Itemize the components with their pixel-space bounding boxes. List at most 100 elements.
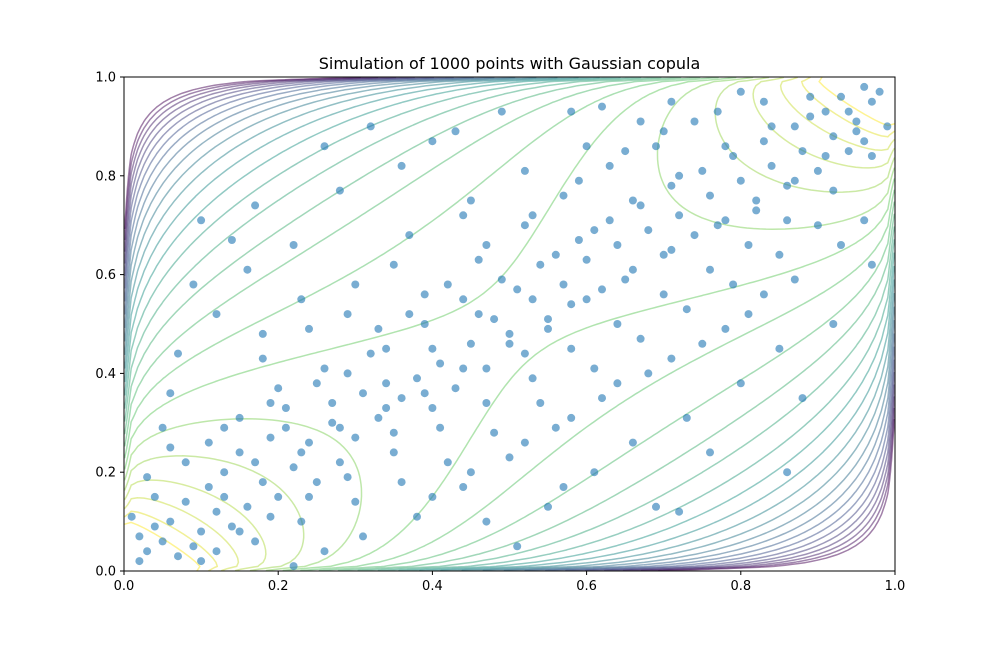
scatter-point (837, 92, 845, 101)
y-tick-label: 0.4 (95, 367, 116, 382)
scatter-point (659, 127, 668, 136)
scatter-point (729, 280, 738, 289)
scatter-point (143, 473, 152, 482)
y-tick-label: 0.2 (95, 466, 116, 481)
scatter-point (482, 399, 491, 407)
scatter-point (150, 492, 159, 501)
scatter-point (713, 107, 722, 116)
scatter-point (251, 201, 260, 210)
scatter-point (382, 379, 391, 388)
scatter-point (235, 527, 244, 536)
scatter-point (729, 152, 738, 160)
scatter-point (867, 260, 876, 269)
scatter-point (559, 483, 568, 491)
scatter-point (382, 404, 391, 412)
scatter-point (598, 102, 606, 111)
scatter-point (759, 290, 768, 299)
y-tick-label: 0.8 (95, 169, 116, 184)
x-tick-label: 0.0 (114, 579, 135, 594)
contour-line (124, 77, 895, 571)
scatter-point (374, 324, 383, 333)
scatter-point (289, 463, 298, 472)
y-axis: 0.0 0.2 0.4 0.6 0.8 1.0 (95, 71, 124, 580)
contour-line (124, 77, 895, 571)
scatter-point (598, 285, 606, 294)
scatter-point (343, 369, 352, 378)
scatter-point (436, 359, 445, 368)
scatter-point (682, 413, 691, 422)
contour-line (124, 77, 895, 571)
scatter-point (621, 275, 630, 284)
scatter-point (235, 413, 244, 422)
scatter-point (258, 329, 267, 338)
scatter-point (505, 339, 514, 348)
contour-layer (124, 77, 895, 571)
scatter-point (482, 241, 491, 249)
scatter-point (505, 329, 514, 338)
scatter-point (166, 389, 175, 398)
contour-line (124, 77, 895, 571)
contour-line (124, 77, 895, 571)
scatter-point (536, 399, 545, 407)
y-tick-label: 1.0 (95, 71, 116, 86)
scatter-point (867, 152, 876, 160)
scatter-point (736, 176, 745, 185)
scatter-point (328, 418, 337, 427)
scatter-point (567, 300, 576, 309)
scatter-point (281, 423, 290, 432)
scatter-point (520, 166, 529, 175)
scatter-point (767, 161, 776, 170)
scatter-point (482, 364, 491, 373)
scatter-point (135, 532, 144, 541)
scatter-point (675, 507, 684, 516)
scatter-point (474, 255, 483, 264)
scatter-point (420, 290, 429, 299)
scatter-point (451, 384, 460, 393)
scatter-point (721, 324, 730, 333)
scatter-point (497, 275, 506, 284)
scatter-point (420, 389, 429, 398)
y-tick-label: 0.0 (95, 565, 116, 580)
scatter-point (875, 87, 884, 96)
scatter-point (466, 468, 475, 477)
scatter-point (181, 458, 190, 467)
scatter-point (659, 250, 668, 259)
scatter-point (420, 320, 429, 328)
scatter-point (713, 221, 722, 230)
scatter-point (436, 423, 445, 432)
contour-line (124, 77, 895, 571)
scatter-point (428, 492, 437, 501)
scatter-point (860, 216, 869, 225)
scatter-point (659, 290, 668, 299)
scatter-point (490, 315, 499, 324)
scatter-point (636, 334, 645, 343)
contour-line (124, 77, 895, 571)
scatter-point (405, 231, 414, 240)
scatter-point (551, 250, 560, 259)
scatter-point (528, 295, 537, 304)
scatter-point (389, 428, 398, 437)
scatter-point (852, 127, 861, 136)
scatter-point (266, 433, 275, 442)
scatter-point (451, 127, 460, 136)
scatter-point (258, 354, 267, 363)
scatter-point (759, 137, 768, 146)
scatter-point (335, 458, 344, 467)
scatter-point (497, 107, 506, 116)
scatter-point (736, 379, 745, 388)
scatter-point (305, 324, 313, 333)
scatter-point (397, 478, 406, 487)
scatter-point (520, 438, 529, 447)
scatter-point (590, 468, 599, 477)
scatter-point (652, 502, 660, 511)
scatter-point (605, 161, 614, 170)
scatter-point (174, 349, 182, 358)
scatter-point (783, 468, 792, 477)
scatter-point (212, 547, 221, 556)
scatter-point (413, 512, 421, 521)
scatter-point (574, 236, 583, 244)
scatter-point (520, 221, 529, 230)
scatter-point (397, 394, 406, 403)
scatter-point (821, 107, 830, 116)
scatter-point (790, 275, 799, 284)
